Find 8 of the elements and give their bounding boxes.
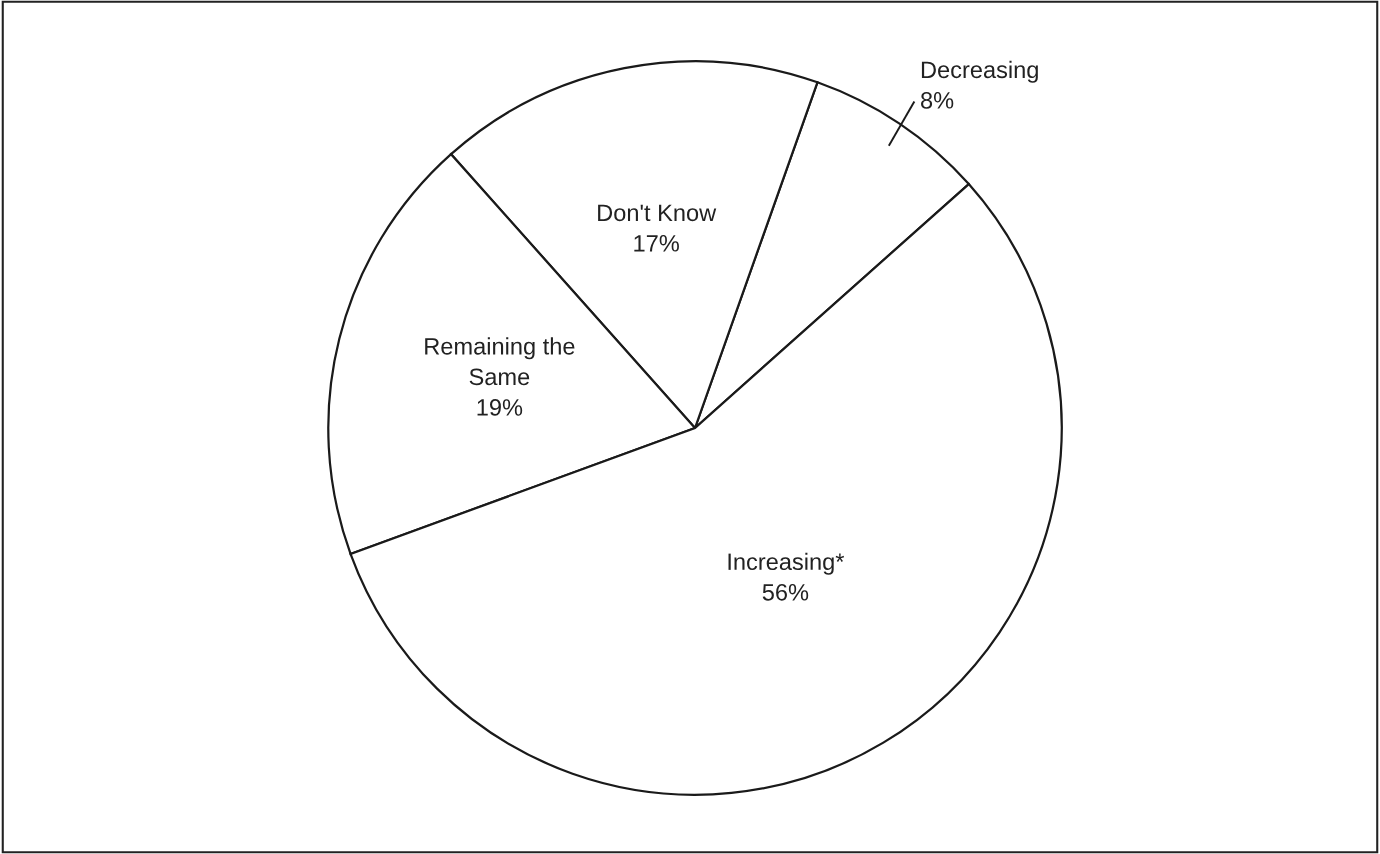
slice-label: Increasing* <box>728 552 845 575</box>
data-label: 19% <box>477 399 523 416</box>
data-label: 56% <box>762 583 809 601</box>
slice-label: Remaining the Same <box>425 337 575 386</box>
data-label: 17% <box>634 235 679 252</box>
data-label: 8% <box>921 91 954 109</box>
slice-label: Decreasing <box>921 60 1038 83</box>
slice-label: Don't Know <box>598 204 717 222</box>
